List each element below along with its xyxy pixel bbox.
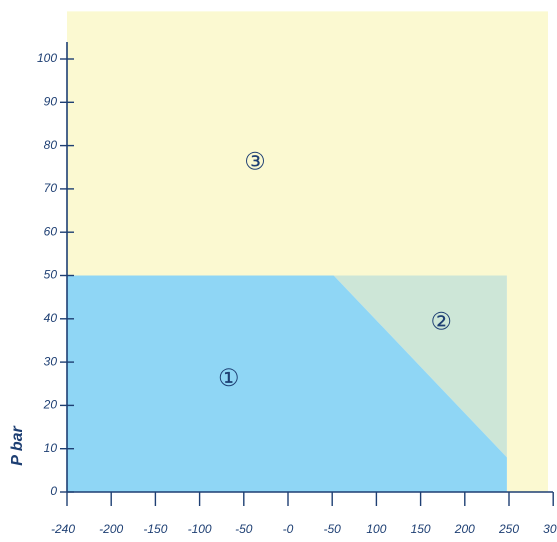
x-tick-label: 250 <box>498 522 519 536</box>
y-tick-label: 10 <box>44 441 58 455</box>
x-tick-label: -50 <box>324 522 342 536</box>
region-1-area <box>67 275 507 492</box>
regions-layer <box>67 11 548 493</box>
x-tick-label: 200 <box>454 522 475 536</box>
x-tick-label: -100 <box>188 522 212 536</box>
region-labels-layer: ① ② ③ <box>218 148 452 392</box>
x-tick-label: -0 <box>283 522 294 536</box>
y-tick-label: 30 <box>44 354 58 368</box>
y-tick-label: 80 <box>44 138 58 152</box>
region-2-area <box>333 275 507 458</box>
y-tick-label: 50 <box>44 268 58 282</box>
region-1-label: ① <box>218 365 240 392</box>
y-tick-label: 40 <box>44 311 58 325</box>
x-tick-label: -150 <box>143 522 167 536</box>
y-axis-title: P bar <box>9 426 26 466</box>
y-tick-label: 60 <box>44 224 58 238</box>
y-tick-label: 20 <box>43 398 58 412</box>
region-2-label: ② <box>431 308 453 335</box>
y-tick-label: 90 <box>44 94 58 108</box>
x-ticks-layer: -240 -200 -150 -100 -50 -0 -50 100 150 200 250 300 <box>51 492 557 536</box>
x-tick-label: 100 <box>366 522 386 536</box>
region-3-label: ③ <box>244 148 266 175</box>
x-tick-label: -50 <box>235 522 253 536</box>
axes-layer <box>66 42 553 493</box>
x-tick-label: 150 <box>411 522 431 536</box>
y-tick-label: 70 <box>44 181 58 195</box>
x-tick-label: -240 <box>51 522 75 536</box>
y-ticks-layer: 0 10 20 30 40 50 60 70 80 90 100 <box>37 51 74 498</box>
y-tick-label: 0 <box>50 484 57 498</box>
x-tick-label: 300 <box>543 522 557 536</box>
y-tick-label: 100 <box>37 51 57 65</box>
x-tick-label: -200 <box>99 522 123 536</box>
region-3-area <box>67 11 548 493</box>
